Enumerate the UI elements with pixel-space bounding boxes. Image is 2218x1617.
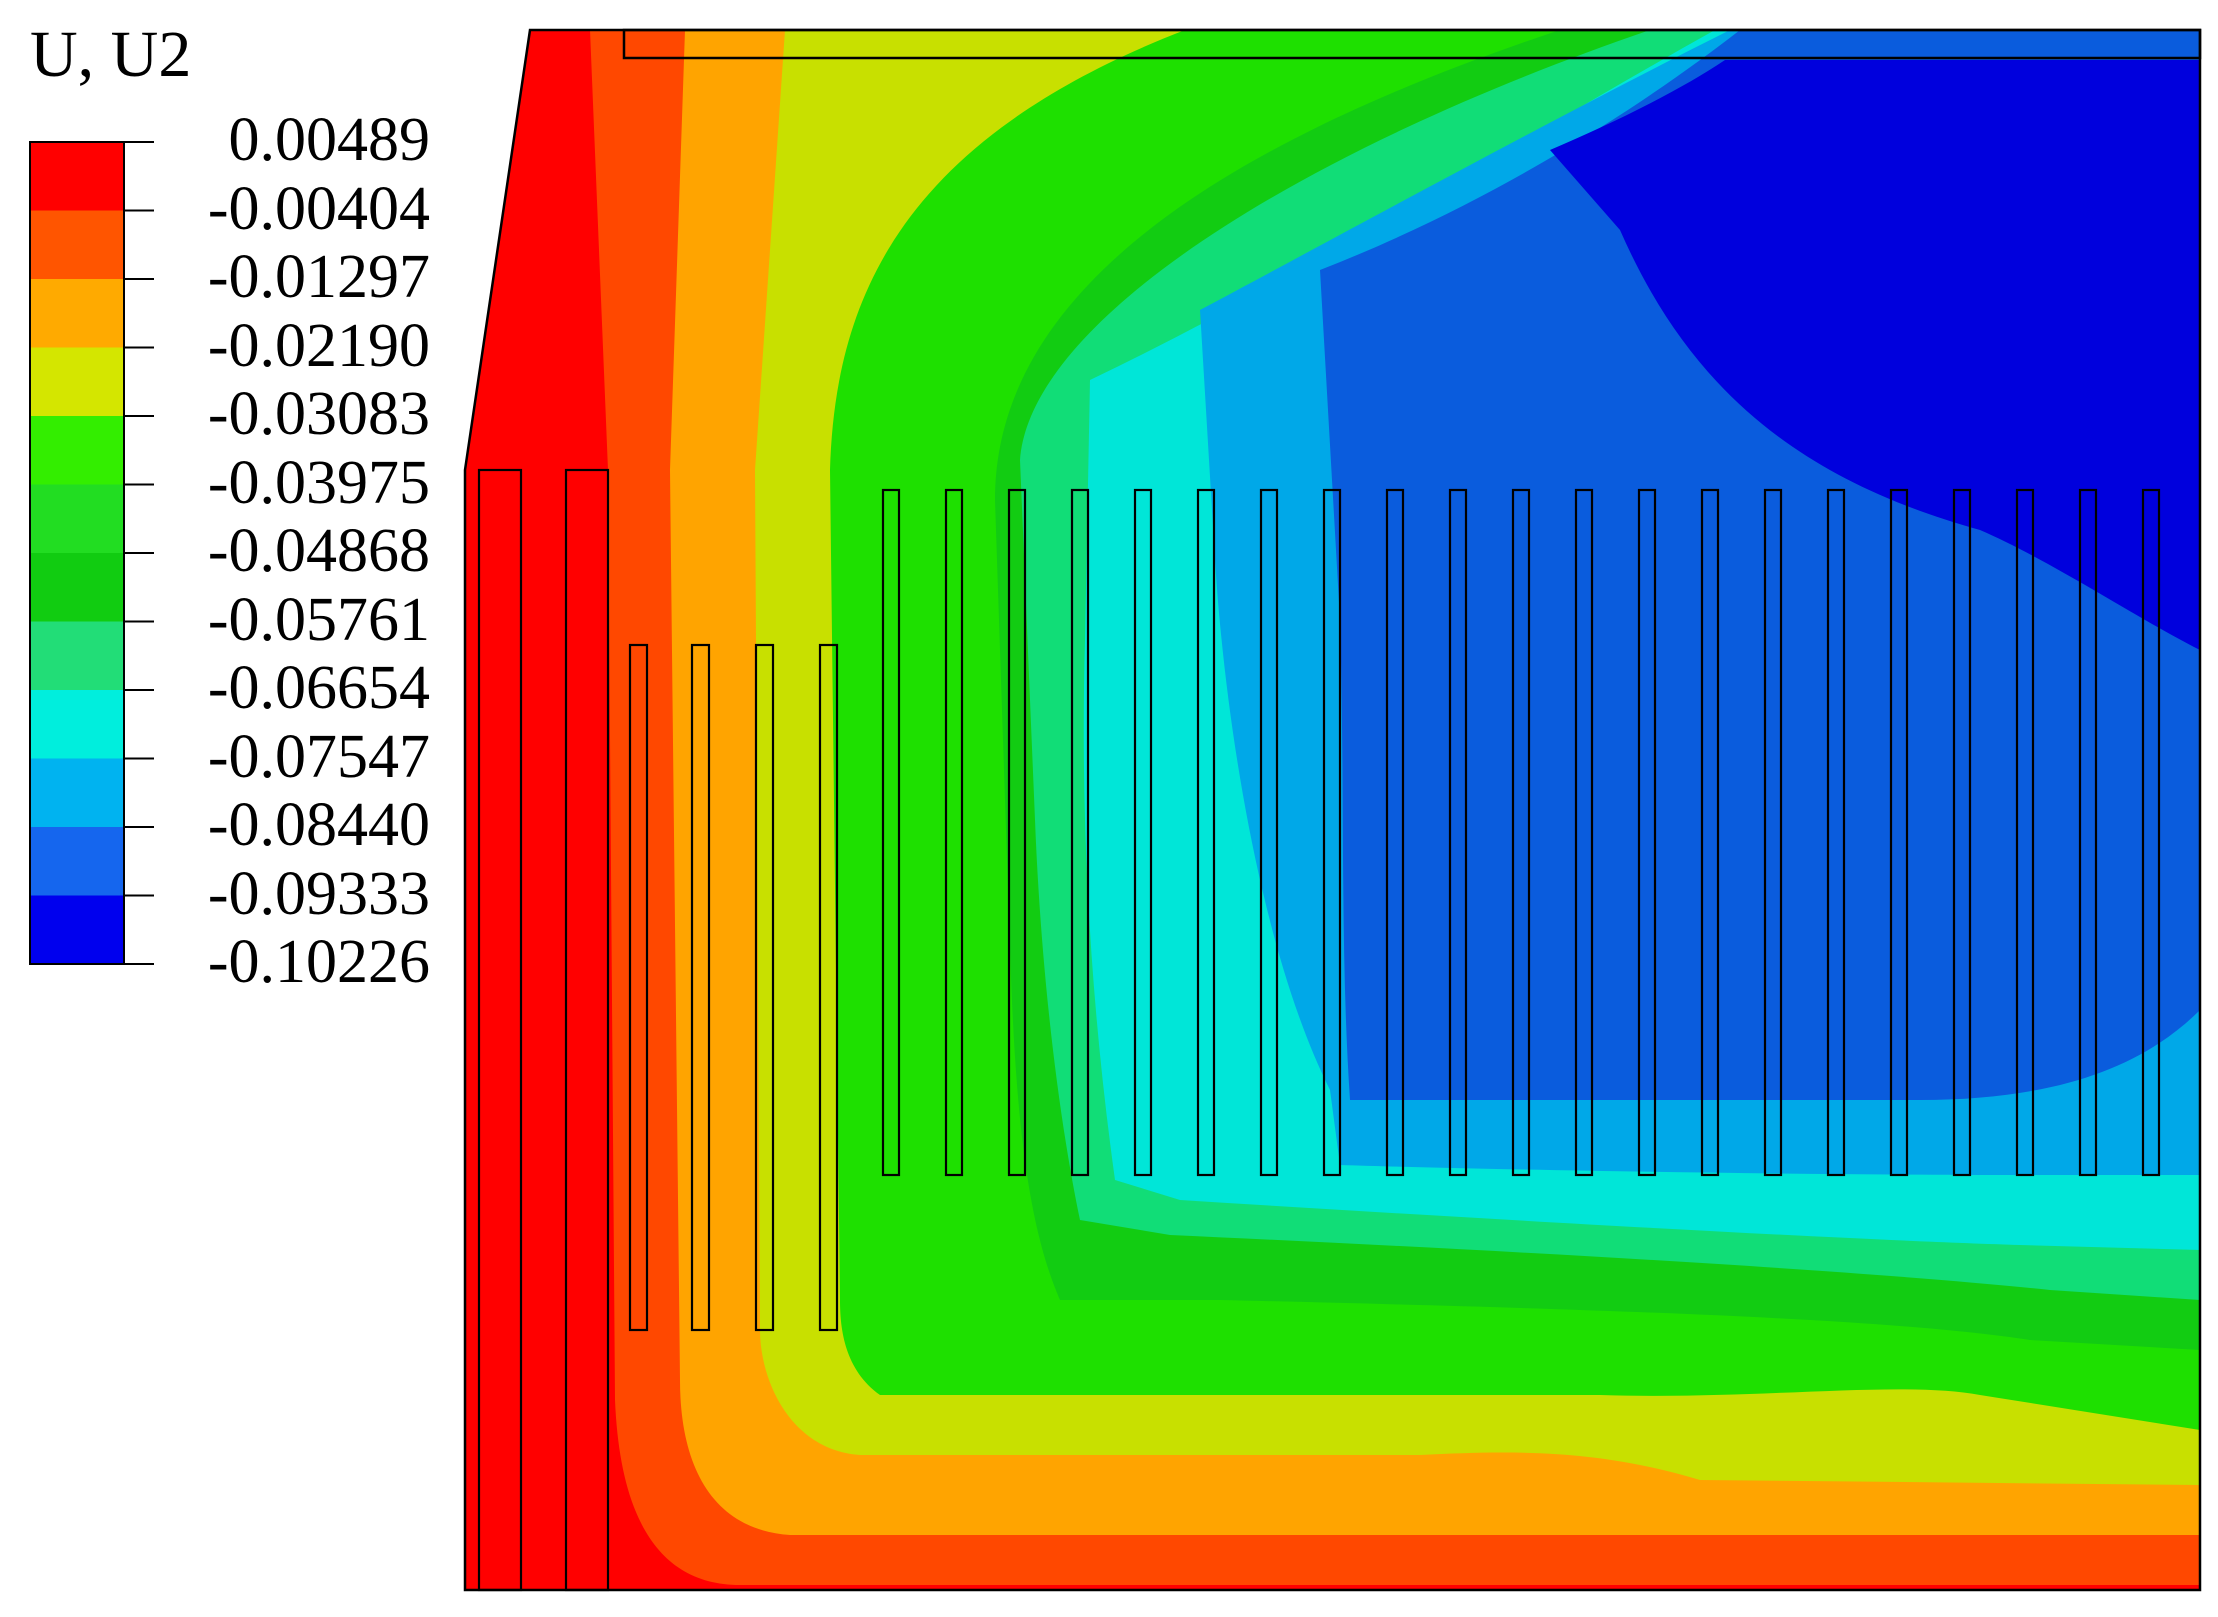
legend-band	[30, 347, 124, 416]
pile-outline	[754, 643, 775, 1332]
legend-tick-label: 0.00489	[228, 106, 431, 174]
top-slab-outline	[622, 28, 2202, 60]
legend-tick-label: -0.05761	[207, 585, 430, 654]
pile-outline	[1322, 488, 1342, 1177]
legend-tick-label: -0.07547	[207, 722, 430, 791]
pile-outline	[1574, 488, 1594, 1177]
legend-band	[30, 553, 124, 622]
legend-tick-label: -0.09333	[207, 859, 430, 928]
pile-outline	[1133, 488, 1153, 1177]
legend-band	[30, 690, 124, 759]
pile-outline	[477, 468, 523, 1592]
pile-outline	[2015, 488, 2035, 1177]
legend-tick-label: -0.01297	[207, 243, 430, 311]
legend-tick-label: -0.00404	[207, 174, 430, 243]
pile-outline	[690, 643, 711, 1332]
legend-tick-label: -0.02190	[207, 311, 430, 380]
legend-band	[30, 484, 124, 553]
legend-band	[30, 758, 124, 827]
pile-outline	[1196, 488, 1216, 1177]
pile-outline	[881, 488, 901, 1177]
pile-outline	[1448, 488, 1468, 1177]
pile-outline	[2141, 488, 2161, 1177]
pile-outline	[1952, 488, 1972, 1177]
pile-outline	[1826, 488, 1846, 1177]
pile-outline	[944, 488, 964, 1177]
pile-outline	[1070, 488, 1090, 1177]
legend-band	[30, 210, 124, 279]
legend-band	[30, 279, 124, 348]
pile-outline	[1763, 488, 1783, 1177]
legend-tick-label: -0.03975	[207, 448, 430, 517]
legend-band	[30, 142, 124, 211]
pile-outline	[818, 643, 839, 1332]
pile-outlines	[477, 468, 2161, 1592]
pile-outline	[1385, 488, 1405, 1177]
legend-tick-label: -0.06654	[207, 654, 430, 722]
legend-band	[30, 827, 124, 896]
pile-outline	[1889, 488, 1909, 1177]
legend-tick-label: -0.03083	[207, 380, 430, 448]
legend-tick-label: -0.04868	[207, 517, 430, 585]
legend-band	[30, 895, 124, 964]
pile-outline	[628, 643, 649, 1332]
legend-tick-label: -0.08440	[207, 791, 430, 859]
pile-outline	[1007, 488, 1027, 1177]
legend-band	[30, 621, 124, 690]
legend-tick-label: -0.10226	[207, 928, 430, 996]
band-deep-blue	[1550, 60, 2200, 650]
pile-outline	[1637, 488, 1657, 1177]
pile-outline	[1700, 488, 1720, 1177]
pile-outline	[1259, 488, 1279, 1177]
pile-outline	[1511, 488, 1531, 1177]
legend-band	[30, 416, 124, 485]
legend-title: U, U2	[30, 18, 192, 91]
legend-color-bar	[29, 141, 154, 965]
pile-outline	[2078, 488, 2098, 1177]
pile-outline	[564, 468, 610, 1592]
